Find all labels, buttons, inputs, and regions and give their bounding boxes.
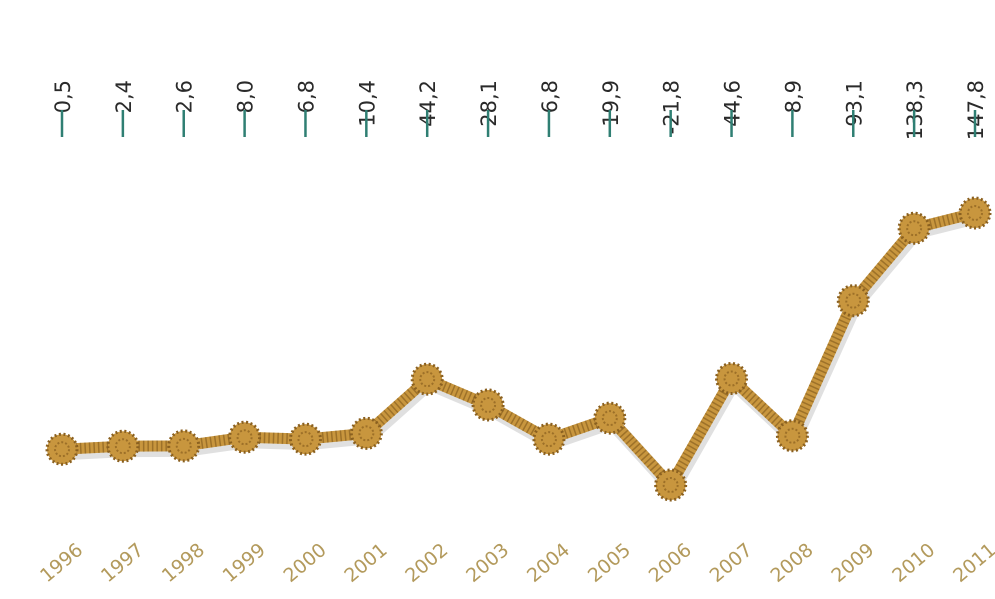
knot bbox=[45, 432, 79, 466]
knot-inner bbox=[419, 371, 436, 388]
knot-inner bbox=[54, 441, 70, 458]
knot-inner bbox=[358, 425, 375, 442]
knot-inner bbox=[967, 205, 983, 221]
x-tick-label: 1996 bbox=[36, 539, 87, 587]
knot-inner bbox=[297, 431, 314, 448]
value-label: 6,8 bbox=[294, 80, 318, 113]
knot-inner bbox=[845, 292, 862, 309]
x-tick-label: 2008 bbox=[766, 539, 817, 587]
value-label: 8,9 bbox=[781, 80, 805, 113]
knot-inner bbox=[601, 410, 618, 427]
value-label: 2,6 bbox=[173, 80, 197, 113]
x-tick-label: 1997 bbox=[97, 539, 148, 587]
knot bbox=[532, 422, 566, 456]
x-tick-label: 2006 bbox=[645, 539, 696, 587]
knot-inner bbox=[723, 370, 740, 387]
x-tick-label: 2000 bbox=[279, 539, 330, 587]
x-tick-label: 2010 bbox=[888, 539, 939, 587]
knot bbox=[775, 419, 809, 453]
knot-inner bbox=[480, 396, 497, 413]
knot bbox=[836, 284, 870, 318]
knot-inner bbox=[114, 438, 131, 455]
x-tick-label: 1999 bbox=[219, 539, 270, 587]
knot bbox=[593, 401, 627, 435]
value-label: 6,8 bbox=[538, 80, 562, 113]
x-tick-label: 2009 bbox=[827, 539, 878, 587]
knot bbox=[471, 388, 505, 422]
knot bbox=[167, 429, 201, 463]
knot-inner bbox=[236, 429, 253, 446]
knot bbox=[410, 362, 444, 396]
x-tick-label: 2001 bbox=[340, 539, 391, 587]
knot-inner bbox=[662, 477, 679, 493]
x-tick-label: 1998 bbox=[158, 539, 209, 587]
knot bbox=[654, 468, 688, 502]
knot-inner bbox=[906, 220, 923, 237]
knot bbox=[349, 416, 383, 450]
knot-inner bbox=[175, 437, 192, 454]
knot bbox=[958, 196, 992, 230]
x-tick-label: 2005 bbox=[584, 539, 635, 587]
x-tick-label: 2011 bbox=[949, 539, 995, 587]
value-label: 0,5 bbox=[51, 80, 75, 113]
value-label: 8,0 bbox=[234, 80, 258, 113]
knot-inner bbox=[784, 427, 801, 444]
x-tick-label: 2002 bbox=[401, 539, 452, 587]
value-label: 2,4 bbox=[112, 80, 136, 113]
knot-inner bbox=[540, 431, 557, 448]
x-tick-label: 2004 bbox=[523, 539, 574, 587]
knot bbox=[228, 420, 262, 454]
knot bbox=[715, 362, 749, 396]
line bbox=[56, 207, 981, 491]
knot bbox=[897, 211, 931, 245]
x-tick-label: 2003 bbox=[462, 539, 513, 587]
knot bbox=[106, 429, 140, 463]
knot bbox=[288, 422, 322, 456]
x-tick-label: 2007 bbox=[706, 539, 757, 587]
